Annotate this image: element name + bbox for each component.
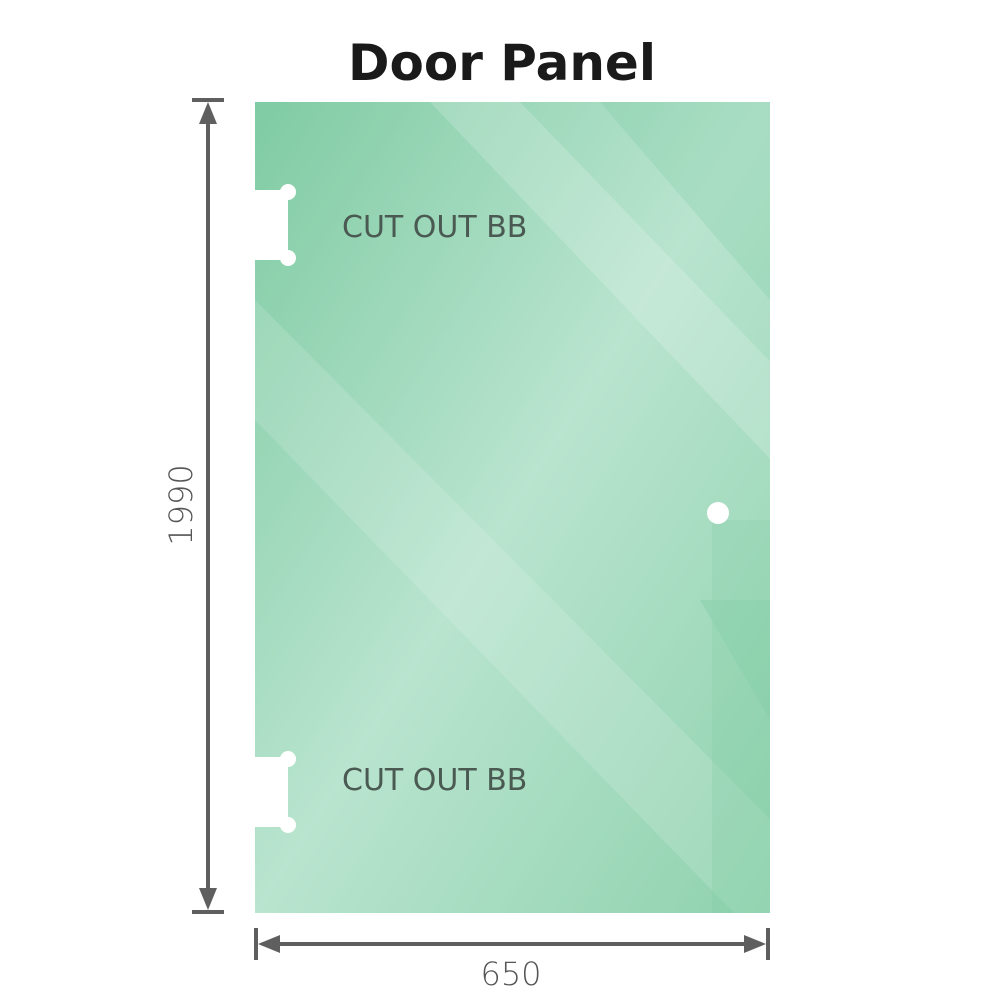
glass-reflections [255,102,770,913]
width-label: 650 [480,955,541,993]
cutout-label-bottom: CUT OUT BB [342,763,527,798]
cutout-label-top: CUT OUT BB [342,210,527,245]
glass-panel [255,102,770,913]
height-label: 1990 [162,464,200,545]
cutout-top [250,184,296,266]
height-dimension [192,98,224,914]
width-dimension [254,928,770,960]
cutout-bottom [250,751,296,833]
diagram-title: Door Panel [348,34,656,92]
handle-hole [707,502,729,524]
